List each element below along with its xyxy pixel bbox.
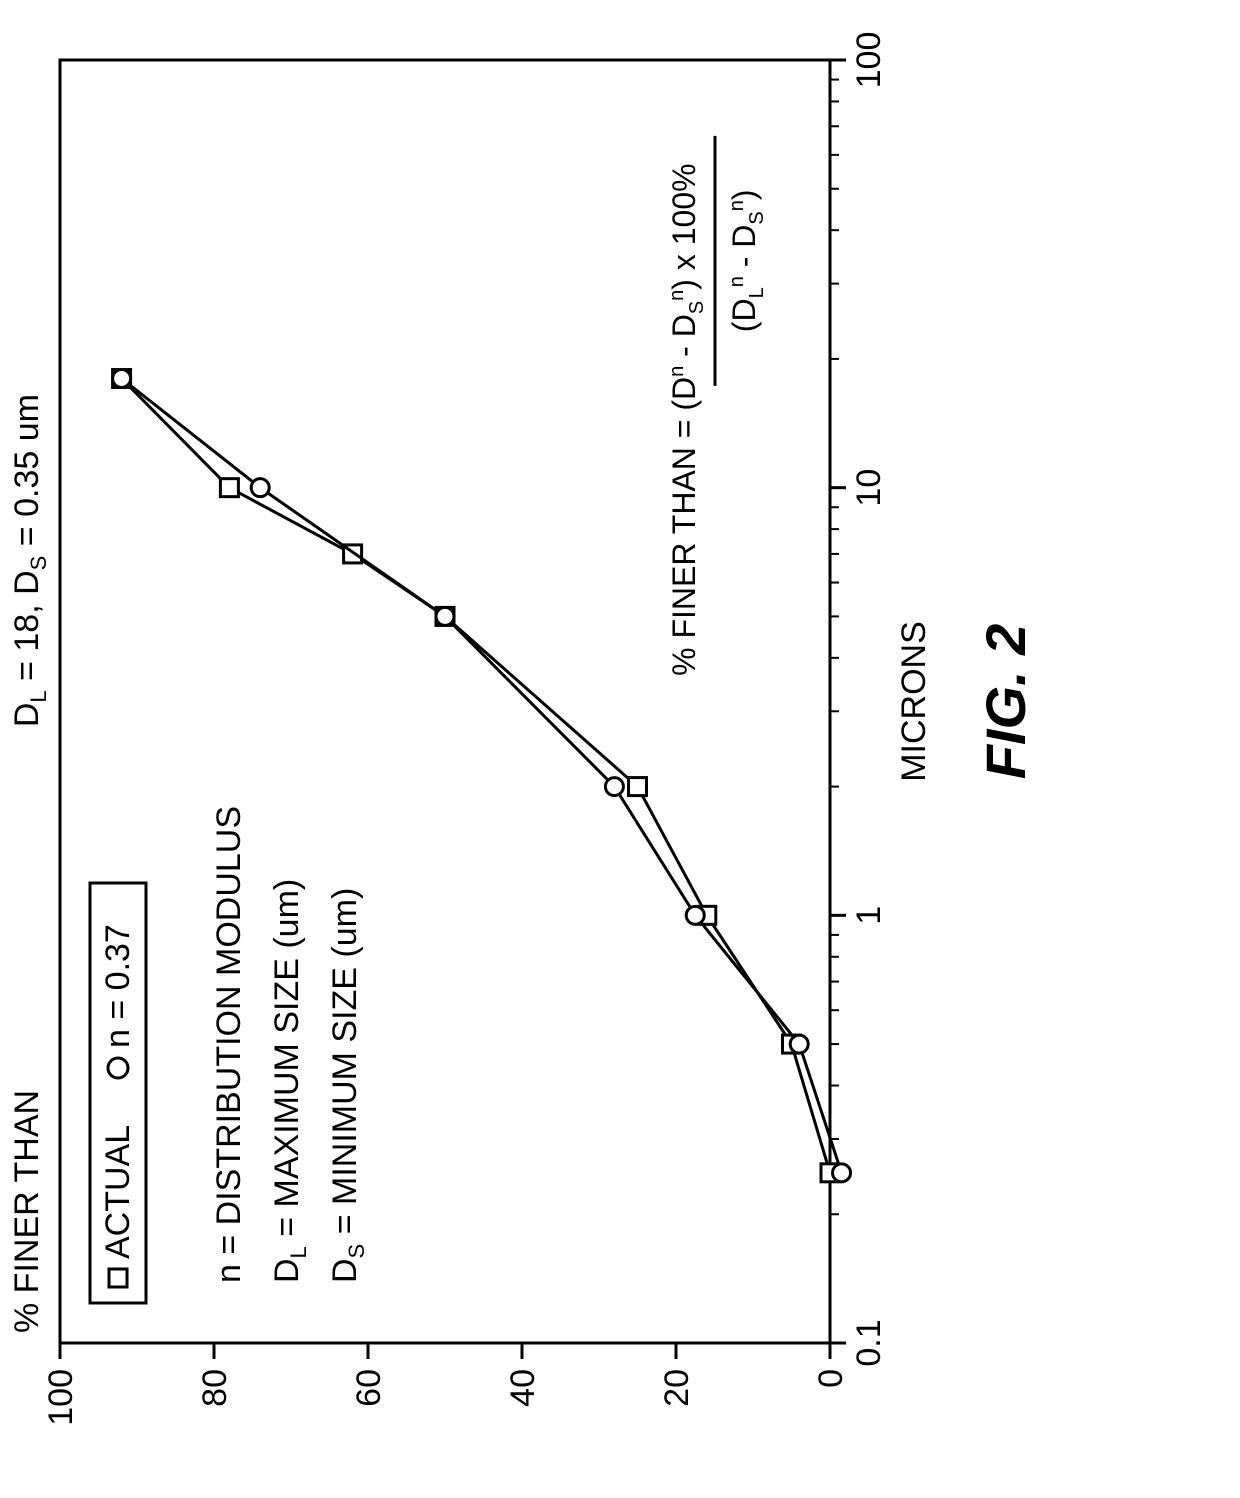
- legend-label: ACTUAL: [99, 1125, 137, 1259]
- marker-circle: [833, 1164, 851, 1182]
- x-tick-label: 100: [850, 32, 888, 89]
- marker-square: [220, 479, 238, 497]
- formula: % FINER THAN = (Dn - DSn) x 100%: [666, 163, 708, 675]
- marker-circle: [436, 607, 454, 625]
- y-tick-label: 60: [350, 1369, 388, 1407]
- legend-label: n = 0.37: [99, 924, 137, 1048]
- y-tick-label: 80: [196, 1369, 234, 1407]
- figure-label: FIG. 2: [974, 624, 1037, 780]
- y-tick-label: 0: [812, 1369, 850, 1388]
- y-tick-label: 40: [504, 1369, 542, 1407]
- marker-square: [629, 778, 647, 796]
- marker-circle: [790, 1035, 808, 1053]
- formula-denom: (DLn - DSn): [726, 189, 768, 332]
- chart-rotated-group: 0 20 40 60 80 100 0.1 1 10 100 MICRONS % FINER THAN…: [8, 32, 1037, 1426]
- title-left: % FINER THAN: [8, 1090, 46, 1333]
- y-tick-label: 100: [42, 1369, 80, 1426]
- marker-circle: [113, 369, 131, 387]
- y-tick-label: 20: [658, 1369, 696, 1407]
- marker-circle: [251, 479, 269, 497]
- x-tick-label: 1: [850, 906, 888, 925]
- legend-marker-circle: [108, 1058, 128, 1078]
- annot-def: DL = MAXIMUM SIZE (um): [268, 879, 311, 1283]
- legend-marker-square: [109, 1269, 127, 1287]
- marker-circle: [686, 906, 704, 924]
- x-tick-label: 0.1: [850, 1319, 888, 1366]
- x-tick-label: 10: [850, 469, 888, 507]
- marker-circle: [605, 778, 623, 796]
- annot-def: DS = MINIMUM SIZE (um): [326, 888, 369, 1283]
- x-axis-label: MICRONS: [895, 621, 933, 782]
- annot-def: n = DISTRIBUTION MODULUS: [210, 806, 248, 1283]
- title-right: DL = 18, DS = 0.35 um: [8, 394, 51, 727]
